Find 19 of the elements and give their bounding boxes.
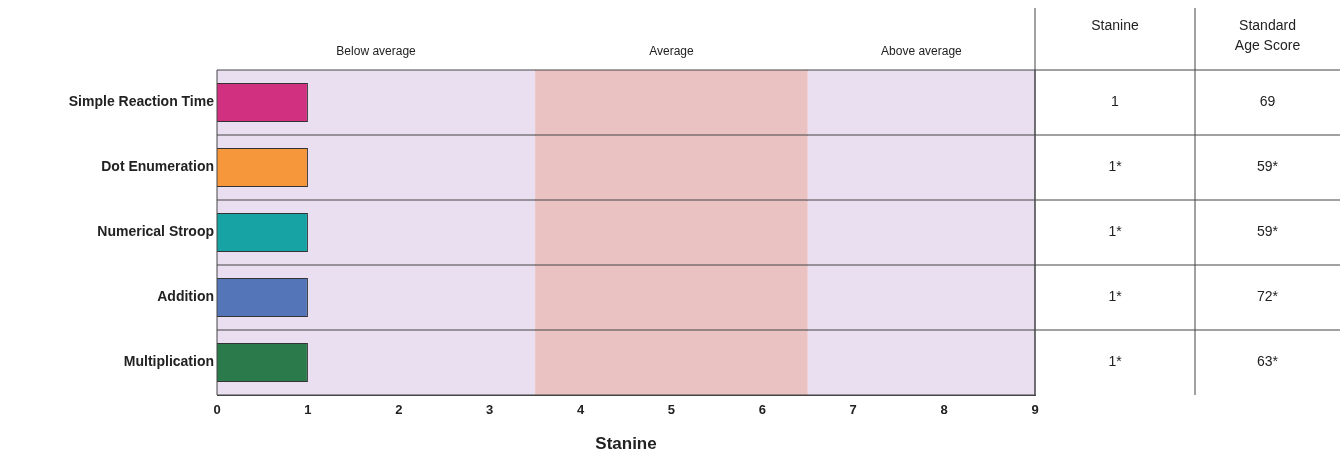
x-tick-label: 7: [849, 402, 857, 418]
y-tick-label: Simple Reaction Time: [68, 93, 215, 110]
band-label: Above average: [881, 44, 963, 59]
x-tick-label: 6: [758, 402, 766, 418]
y-tick-label: Multiplication: [123, 353, 214, 370]
x-tick-label: 8: [940, 402, 948, 418]
y-tick-label: Numerical Stroop: [97, 223, 214, 240]
band-label: Average: [649, 44, 695, 59]
x-tick-label: 1: [304, 402, 312, 418]
band-label: Below average: [336, 44, 417, 59]
y-tick-label: Addition: [157, 288, 214, 305]
x-tick-label: 5: [667, 402, 676, 418]
x-tick-label: 2: [395, 402, 403, 418]
x-tick-label: 4: [576, 402, 585, 418]
x-tick-label: 0: [213, 402, 221, 418]
x-tick-label: 9: [1031, 402, 1039, 418]
x-tick-label: 3: [486, 402, 494, 418]
x-axis-title: Stanine: [595, 434, 657, 454]
y-tick-label: Dot Enumeration: [101, 158, 214, 175]
